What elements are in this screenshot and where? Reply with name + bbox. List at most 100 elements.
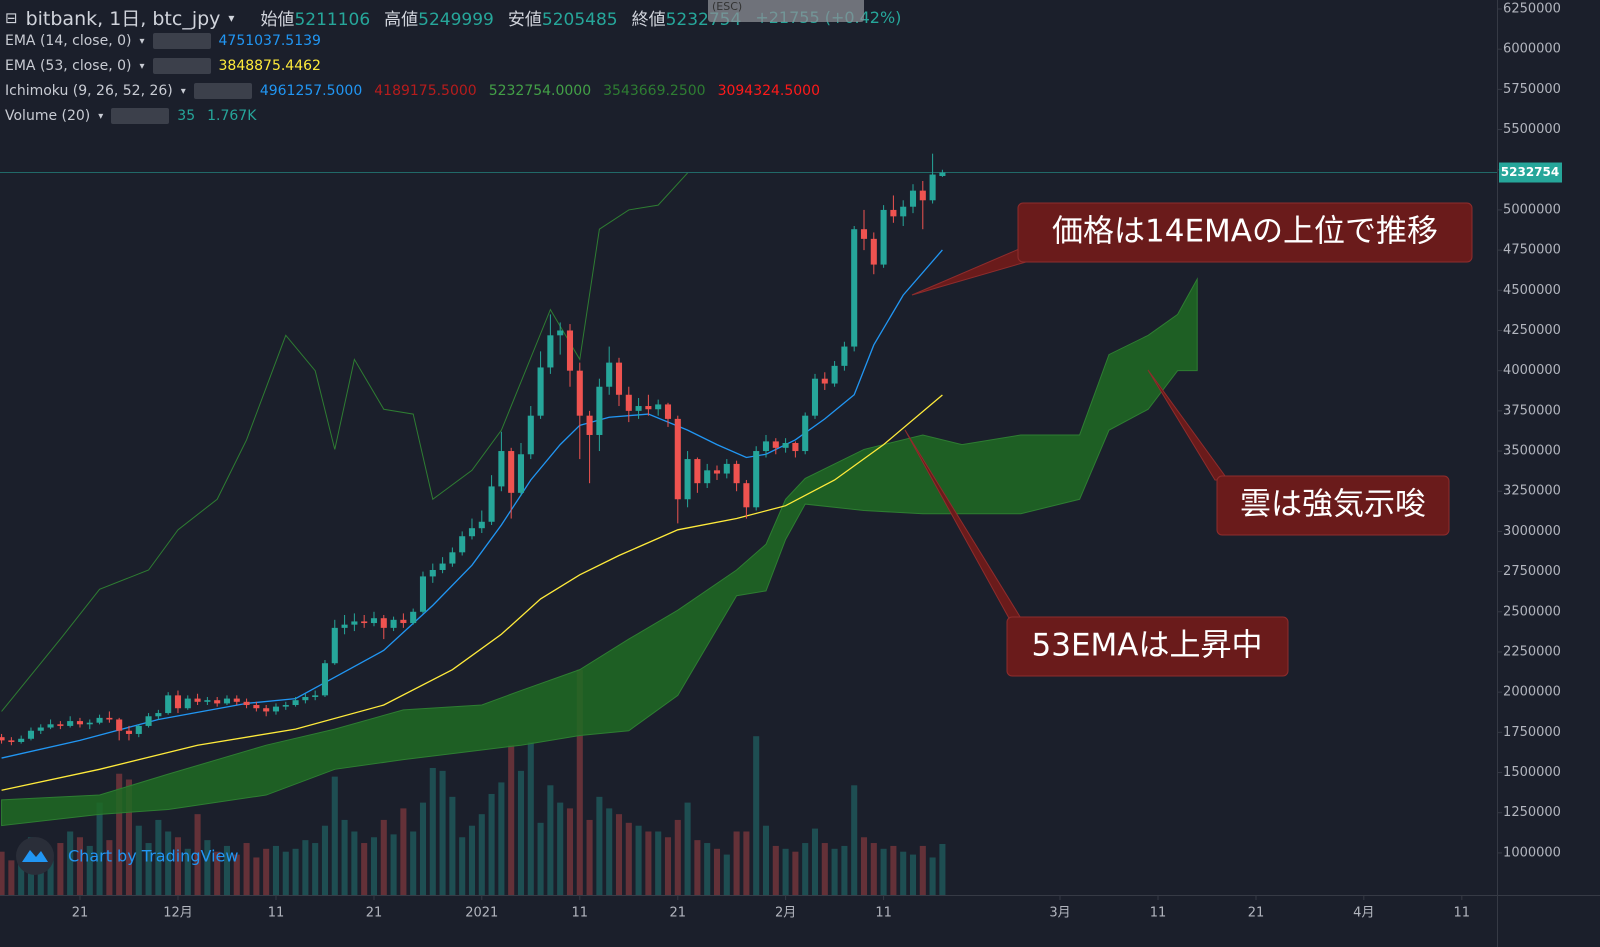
indicator-controls[interactable] <box>152 33 211 49</box>
volume-bar <box>429 767 436 895</box>
lagging-span <box>1 172 688 712</box>
y-tick-label: 1250000 <box>1503 805 1561 820</box>
candle-body <box>145 716 152 726</box>
volume-bar <box>57 843 64 895</box>
dropdown[interactable]: ▾ <box>228 10 235 25</box>
annotation-box <box>1017 202 1473 263</box>
volume-bar <box>566 808 574 895</box>
volume-bar <box>596 796 603 895</box>
indicator-value: 1.767K <box>207 108 257 124</box>
x-tick-label: 21 <box>670 906 687 921</box>
indicator-name[interactable]: EMA (53, close, 0) <box>5 58 132 74</box>
volume-bar <box>0 851 5 895</box>
volume-bar <box>909 854 917 895</box>
candle-body <box>243 701 250 706</box>
y-tick-label: 2250000 <box>1503 644 1561 659</box>
symbol[interactable]: bitbank, 1日, btc_jpy <box>25 8 221 30</box>
ohlc: 始値5211106 高値5249999 安値5205485 終値5232754 <box>260 5 741 30</box>
ohlc-item: 始値5211106 <box>260 5 370 30</box>
x-tick-label: 2月 <box>775 906 796 921</box>
candle-body <box>753 451 760 508</box>
x-tick-label: 11 <box>268 906 285 921</box>
indicator-name[interactable]: EMA (14, close, 0) <box>5 33 132 49</box>
x-tick-label: 21 <box>1248 906 1265 921</box>
volume-bar <box>67 831 74 895</box>
y-tick-label: 1750000 <box>1503 725 1561 740</box>
esc-tooltip[interactable]: (ESC) <box>708 0 864 22</box>
volume-bar <box>723 854 730 895</box>
indicator-controls[interactable] <box>111 108 170 124</box>
candle-body <box>860 229 868 239</box>
ohlc-value: 5211106 <box>294 10 371 30</box>
volume-bar <box>664 837 672 895</box>
candle-body <box>664 404 672 419</box>
volume-bar <box>557 802 564 895</box>
volume-bar <box>135 825 142 895</box>
candle-body <box>576 370 583 416</box>
indicator-name[interactable]: Volume (20) <box>5 108 91 124</box>
volume-bar <box>243 843 250 895</box>
dropdown[interactable]: ▾ <box>139 60 145 72</box>
volume-bar <box>184 848 191 895</box>
candle-body <box>449 552 456 564</box>
y-tick-label: 2750000 <box>1503 564 1561 579</box>
annotation-text: 価格は14EMAの上位で推移 <box>1052 214 1438 250</box>
volume-bar <box>655 831 662 895</box>
volume-bar <box>606 808 613 895</box>
candle-body <box>537 367 544 416</box>
dropdown: ▾ <box>98 110 104 122</box>
candle-body <box>390 619 397 628</box>
candle-body <box>459 536 466 553</box>
volume-bar <box>96 802 103 895</box>
collapse-icon[interactable]: ⊟ <box>5 8 18 27</box>
volume-bar <box>635 825 642 895</box>
candle-body <box>900 206 907 217</box>
volume-bar <box>390 834 397 895</box>
volume-bar <box>214 851 221 895</box>
indicator-value: 3848875.4462 <box>218 58 321 74</box>
candle-body <box>733 463 740 484</box>
indicator-controls[interactable] <box>193 83 252 99</box>
x-tick-label: 11 <box>875 906 892 921</box>
candle-body <box>174 695 182 709</box>
ohlc-label: 安値 <box>507 10 542 30</box>
plot <box>0 153 1497 895</box>
volume-bar <box>380 819 387 895</box>
y-tick-label: 6250000 <box>1503 1 1561 16</box>
volume-bar <box>272 845 280 895</box>
candle-body <box>233 698 240 702</box>
candle-body <box>27 730 35 739</box>
candle-body <box>410 611 417 624</box>
dropdown[interactable]: ▾ <box>139 35 145 47</box>
indicator-value: 3543669.2500 <box>603 83 706 99</box>
candle-body <box>929 174 936 201</box>
x-tick-label: 21 <box>72 906 89 921</box>
last-price-box <box>1499 162 1562 183</box>
candle-body <box>194 698 201 702</box>
y-tick-label: 1000000 <box>1503 845 1561 860</box>
volume-bar <box>851 785 858 895</box>
volume-bar <box>586 819 593 895</box>
indicator-controls[interactable] <box>152 58 211 74</box>
x-tick-label: 2021 <box>465 906 498 921</box>
candle-body <box>498 451 505 487</box>
volume-bar <box>615 814 623 895</box>
candle-body <box>380 618 387 628</box>
x-tick-label: 21 <box>366 906 383 921</box>
volume-bar <box>576 669 583 895</box>
logo-mark <box>22 850 48 862</box>
candle-body <box>400 619 407 624</box>
candle-body <box>312 695 319 697</box>
volume-bar <box>86 845 93 895</box>
candle-body <box>802 415 809 452</box>
candle-body <box>331 627 338 664</box>
candle-body <box>439 563 446 570</box>
volume-bar <box>351 831 358 895</box>
volume-bar <box>370 837 378 895</box>
indicator-name[interactable]: Ichimoku (9, 26, 52, 26) <box>5 83 173 99</box>
volume-bar <box>302 840 309 895</box>
candle-body <box>821 378 828 384</box>
y-tick-label: 4250000 <box>1503 323 1561 338</box>
volume-bar <box>508 744 515 895</box>
ohlc-label: 終値 <box>631 10 666 30</box>
